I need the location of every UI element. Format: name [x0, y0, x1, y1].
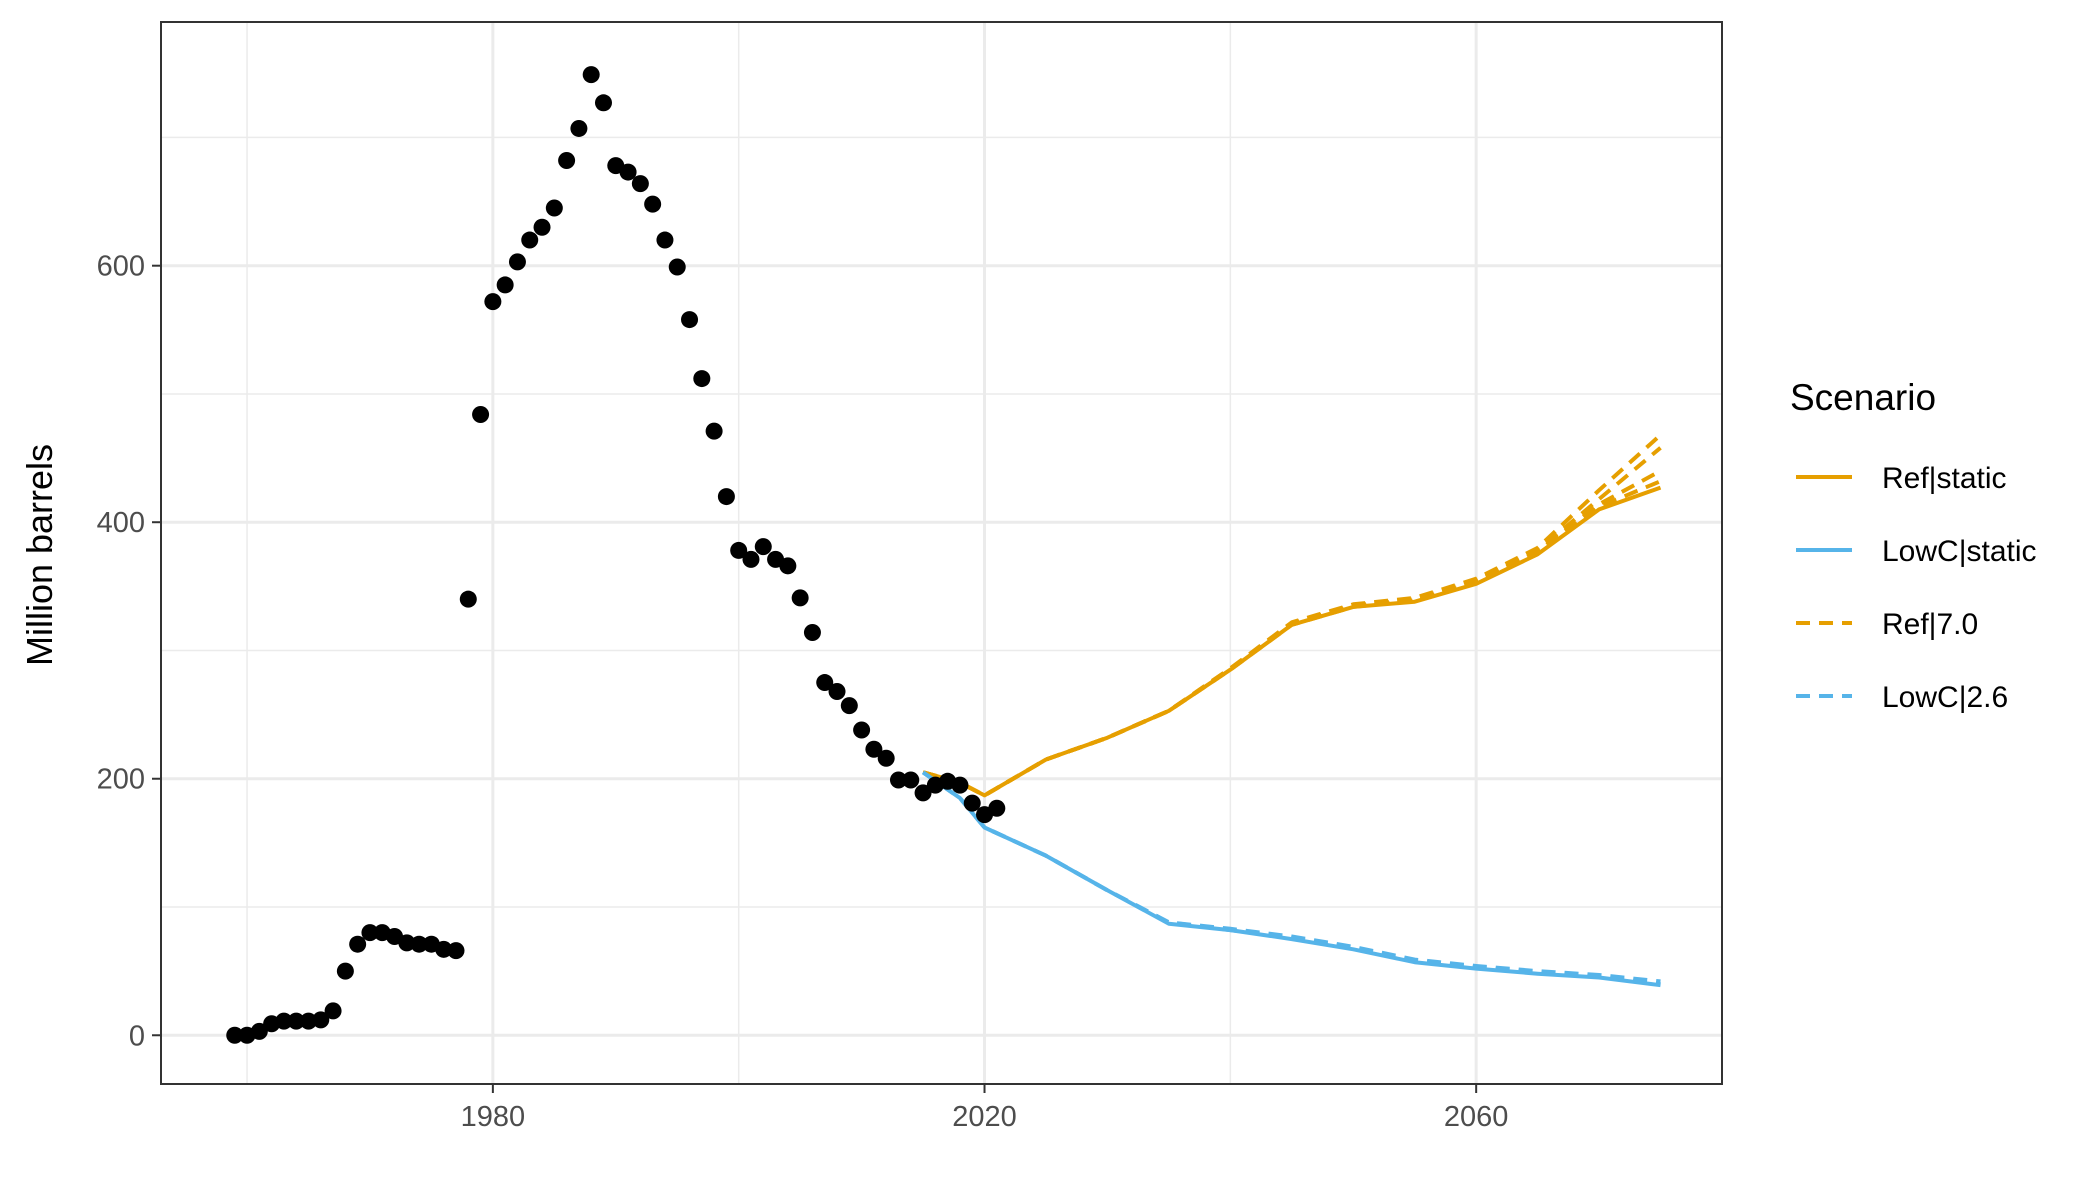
- historical-point: [250, 1022, 268, 1040]
- plot-panel-border: [160, 21, 1723, 1085]
- historical-point: [644, 195, 662, 213]
- historical-point: [435, 940, 453, 958]
- historical-point: [521, 231, 539, 249]
- y-tick-label: 600: [97, 251, 145, 283]
- legend-label: LowC|2.6: [1882, 681, 2008, 714]
- historical-point: [349, 935, 367, 953]
- historical-point: [594, 94, 612, 112]
- historical-point: [656, 231, 674, 249]
- historical-point: [828, 683, 846, 701]
- legend-title: Scenario: [1790, 377, 1936, 418]
- legend-label: Ref|static: [1882, 462, 2007, 495]
- historical-point: [951, 776, 969, 794]
- historical-point: [816, 674, 834, 692]
- y-tick-label: 0: [129, 1020, 145, 1052]
- historical-point: [877, 749, 895, 767]
- x-tick-label: 1980: [461, 1101, 526, 1133]
- historical-point: [324, 1002, 342, 1020]
- historical-point: [484, 293, 502, 311]
- historical-point: [988, 799, 1006, 817]
- historical-point: [496, 276, 514, 294]
- historical-point: [705, 422, 723, 440]
- historical-point: [668, 258, 686, 276]
- historical-point: [582, 66, 600, 84]
- series-line-ref-static: [922, 485, 1662, 798]
- historical-point: [447, 942, 465, 960]
- y-tick-label: 400: [97, 507, 145, 539]
- historical-point: [779, 557, 797, 575]
- axes: 1980 2020 2060 0 200 400 600: [97, 251, 1509, 1133]
- series-line-lowc-static: [921, 770, 1661, 988]
- historical-point: [312, 1011, 330, 1029]
- historical-point: [508, 253, 526, 271]
- historical-point: [336, 962, 354, 980]
- legend-entries: Ref|static LowC|static Ref|7.0 LowC|2.6: [1796, 462, 2037, 714]
- historical-point: [902, 771, 920, 789]
- historical-point: [398, 934, 416, 952]
- historical-point: [889, 771, 907, 789]
- historical-point: [717, 488, 735, 506]
- legend-label: LowC|static: [1882, 535, 2037, 568]
- historical-point: [914, 784, 932, 802]
- historical-point: [275, 1012, 293, 1030]
- legend-label: Ref|7.0: [1882, 608, 1978, 641]
- historical-point: [681, 311, 699, 329]
- historical-point: [803, 624, 821, 642]
- plot-panel: [160, 21, 1723, 1085]
- historical-point: [742, 550, 760, 568]
- y-axis-title: Million barrels: [19, 444, 60, 666]
- historical-point: [459, 590, 477, 608]
- historical-point: [730, 541, 748, 559]
- historical-point: [619, 163, 637, 181]
- historical-points: [226, 66, 1006, 1044]
- historical-point: [570, 119, 588, 137]
- historical-point: [558, 152, 576, 170]
- historical-point: [754, 538, 772, 556]
- historical-point: [963, 794, 981, 812]
- y-tick-label: 200: [97, 764, 145, 796]
- historical-point: [853, 721, 871, 739]
- series-lines: [921, 433, 1662, 988]
- historical-point: [533, 218, 551, 236]
- historical-point: [693, 370, 711, 388]
- historical-point: [287, 1012, 305, 1030]
- historical-point: [865, 740, 883, 758]
- historical-point: [545, 199, 563, 217]
- x-tick-label: 2060: [1444, 1101, 1509, 1133]
- historical-point: [631, 175, 649, 193]
- major-gridlines: [161, 22, 1722, 1084]
- historical-point: [299, 1012, 317, 1030]
- historical-point: [361, 924, 379, 942]
- x-tick-label: 2020: [952, 1101, 1017, 1133]
- historical-point: [410, 935, 428, 953]
- historical-point: [791, 589, 809, 607]
- historical-point: [226, 1026, 244, 1044]
- historical-point: [840, 697, 858, 715]
- legend: Scenario Ref|static LowC|static Ref|7.0 Low…: [1790, 377, 2037, 714]
- historical-point: [472, 405, 490, 423]
